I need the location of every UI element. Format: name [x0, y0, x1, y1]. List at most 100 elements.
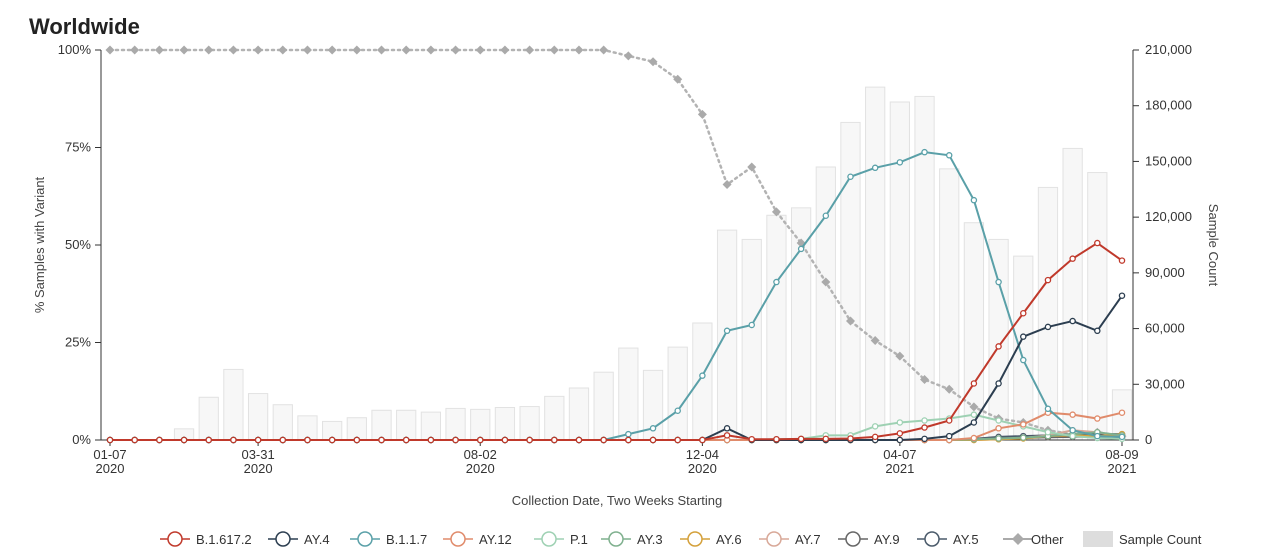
data-point-b-1-617-2: [106, 436, 114, 444]
data-point-ay-12: [1118, 409, 1126, 416]
sample-count-bar: [346, 417, 367, 441]
legend-label: AY.12: [479, 532, 512, 547]
chart-title: Worldwide: [29, 14, 140, 39]
data-point-b-1-1-7: [1044, 405, 1052, 413]
data-point-b-1-1-7: [945, 152, 953, 159]
data-point-other: [130, 45, 140, 55]
legend-label: AY.7: [795, 532, 821, 547]
legend-label: P.1: [570, 532, 588, 547]
data-point-b-1-1-7: [995, 278, 1002, 286]
sample-count-bar: [494, 407, 516, 441]
data-point-ay-4: [1020, 333, 1027, 340]
sample-count-bar: [865, 86, 886, 441]
data-point-b-1-1-7: [1094, 432, 1101, 440]
data-point-other: [352, 45, 362, 55]
data-point-b-1-617-2: [230, 436, 237, 444]
data-point-ay-12: [1069, 411, 1076, 418]
x-tick-label: 01-07: [93, 447, 126, 462]
data-point-other: [278, 45, 288, 55]
legend-marker: [167, 531, 183, 547]
data-point-b-1-1-7: [699, 372, 706, 379]
data-point-other: [228, 45, 238, 55]
data-point-b-1-1-7: [871, 164, 879, 172]
x-tick-label: 04-07: [883, 447, 916, 462]
x-tick-label: 03-31: [241, 447, 274, 462]
sample-count-bar: [272, 404, 293, 441]
data-point-b-1-617-2: [1118, 257, 1126, 264]
data-point-ay-3: [995, 435, 1002, 442]
data-point-other: [623, 51, 633, 61]
data-point-other: [253, 45, 263, 55]
x-tick-label: 2021: [885, 461, 914, 476]
data-point-ay-12: [970, 434, 978, 442]
data-point-b-1-1-7: [847, 173, 854, 180]
data-point-ay-4: [1094, 327, 1101, 335]
data-point-b-1-1-7: [748, 321, 756, 329]
sample-count-bar: [198, 396, 219, 441]
data-point-other: [451, 45, 461, 55]
data-point-other: [574, 45, 584, 55]
sample-count-bar: [766, 214, 787, 441]
data-point-other: [204, 45, 214, 55]
data-point-b-1-617-2: [970, 380, 978, 387]
data-point-p-1: [970, 411, 978, 418]
data-point-b-1-617-2: [452, 436, 459, 444]
data-point-b-1-1-7: [649, 425, 657, 432]
data-point-b-1-617-2: [921, 424, 928, 431]
legend-marker: [450, 531, 466, 547]
data-point-other: [327, 45, 337, 55]
legend-label: Other: [1031, 532, 1064, 547]
data-point-p-1: [1069, 432, 1076, 440]
data-point-b-1-617-2: [896, 430, 904, 437]
data-point-ay-4: [1044, 323, 1052, 331]
data-point-b-1-1-7: [1069, 426, 1076, 434]
data-point-other: [722, 180, 732, 190]
data-point-b-1-617-2: [748, 435, 756, 443]
y-axis-title: % Samples with Variant: [32, 176, 47, 313]
data-point-other: [377, 45, 387, 55]
y2-tick-label: 210,000: [1145, 42, 1192, 57]
data-point-b-1-617-2: [723, 432, 731, 439]
data-point-b-1-1-7: [970, 196, 978, 204]
legend-marker: [275, 531, 291, 547]
data-point-b-1-617-2: [526, 436, 533, 444]
data-point-ay-3: [1020, 434, 1027, 441]
data-point-b-1-617-2: [476, 436, 484, 444]
data-point-b-1-617-2: [995, 343, 1002, 350]
x-tick-label: 2021: [1108, 461, 1137, 476]
sample-count-bar: [716, 229, 738, 441]
legend-label: AY.4: [304, 532, 330, 547]
data-point-ay-4: [945, 432, 953, 440]
data-point-other: [747, 162, 757, 172]
data-point-b-1-1-7: [797, 245, 805, 253]
data-point-b-1-617-2: [797, 435, 805, 443]
data-point-ay-12: [995, 425, 1002, 432]
data-point-b-1-1-7: [921, 148, 928, 156]
data-point-other: [673, 74, 683, 84]
data-point-other: [154, 45, 164, 55]
data-point-b-1-617-2: [575, 436, 583, 444]
sample-count-bar: [297, 415, 318, 441]
data-point-p-1: [896, 419, 904, 426]
sample-count-bar: [247, 393, 269, 441]
data-point-other: [969, 402, 979, 412]
data-point-p-1: [921, 417, 928, 424]
x-tick-label: 2020: [244, 461, 273, 476]
legend-marker: [924, 531, 940, 547]
data-point-b-1-617-2: [625, 436, 632, 444]
data-point-b-1-617-2: [822, 435, 830, 443]
sample-count-bar: [692, 322, 713, 441]
legend-swatch-sample-count: [1083, 531, 1113, 547]
sample-count-bar: [1062, 147, 1083, 441]
sample-count-bar: [519, 406, 540, 441]
data-point-b-1-1-7: [822, 212, 830, 219]
legend-marker: [357, 531, 373, 547]
data-point-b-1-617-2: [427, 436, 435, 444]
data-point-b-1-1-7: [674, 407, 681, 414]
y2-tick-label: 180,000: [1145, 98, 1192, 113]
data-point-b-1-1-7: [773, 278, 780, 286]
data-point-b-1-617-2: [945, 417, 953, 424]
data-point-b-1-1-7: [625, 430, 632, 438]
legend-marker: [541, 531, 557, 547]
legend-label: Sample Count: [1119, 532, 1202, 547]
